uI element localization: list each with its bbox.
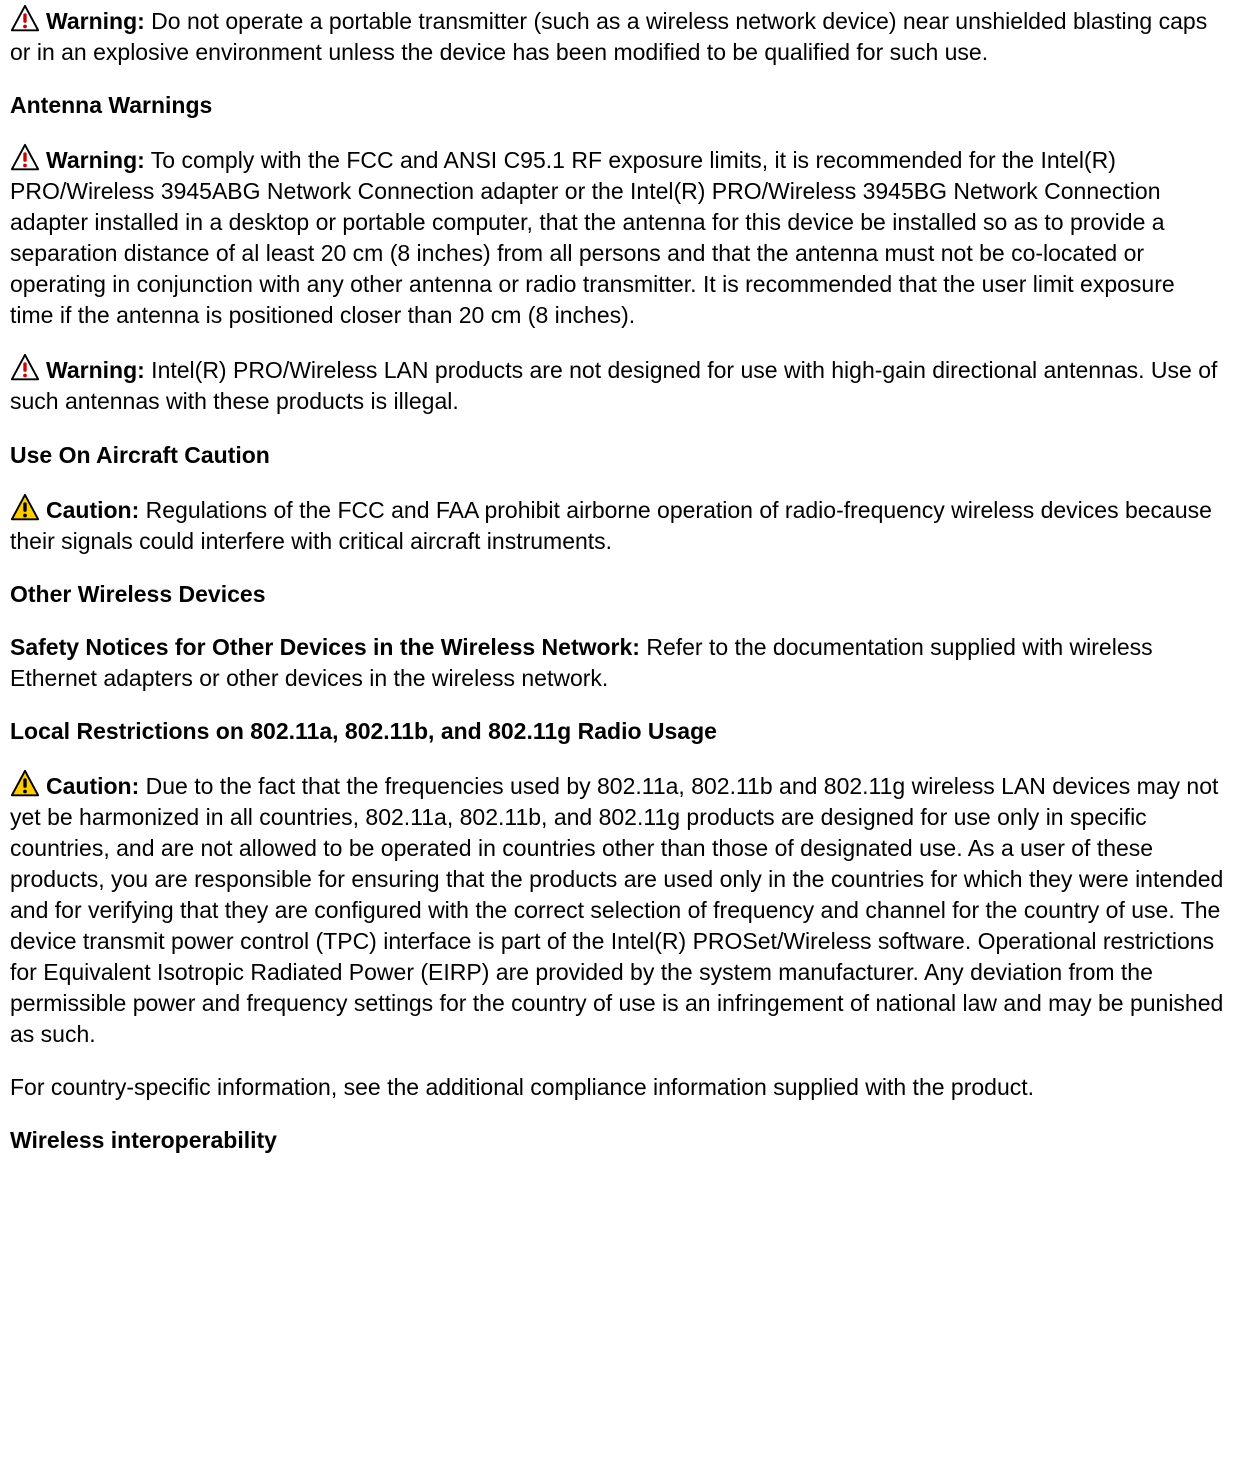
warning-icon (10, 143, 40, 173)
section-heading: Other Wireless Devices (10, 579, 1224, 610)
notice-label: Warning: (46, 8, 145, 34)
caution-icon (10, 769, 40, 799)
section-heading: Use On Aircraft Caution (10, 440, 1224, 471)
document-body: Warning: Do not operate a portable trans… (10, 4, 1224, 1156)
section-heading: Local Restrictions on 802.11a, 802.11b, … (10, 716, 1224, 747)
warning-paragraph: Warning: Intel(R) PRO/Wireless LAN produ… (10, 353, 1224, 417)
section-heading: Wireless interoperability (10, 1125, 1224, 1156)
lead-label: Safety Notices for Other Devices in the … (10, 634, 640, 660)
warning-icon (10, 4, 40, 34)
notice-label: Warning: (46, 357, 145, 383)
paragraph-text: Due to the fact that the frequencies use… (10, 773, 1223, 1047)
caution-paragraph: Caution: Regulations of the FCC and FAA … (10, 493, 1224, 557)
caution-icon (10, 493, 40, 523)
paragraph-text: To comply with the FCC and ANSI C95.1 RF… (10, 147, 1175, 328)
notice-label: Caution: (46, 497, 139, 523)
warning-paragraph: Warning: To comply with the FCC and ANSI… (10, 143, 1224, 331)
caution-paragraph: Caution: Due to the fact that the freque… (10, 769, 1224, 1050)
notice-label: Warning: (46, 147, 145, 173)
warning-paragraph: Warning: Do not operate a portable trans… (10, 4, 1224, 68)
paragraph-text: Do not operate a portable transmitter (s… (10, 8, 1207, 65)
section-heading: Antenna Warnings (10, 90, 1224, 121)
paragraph-text: Regulations of the FCC and FAA prohibit … (10, 497, 1212, 554)
notice-label: Caution: (46, 773, 139, 799)
warning-icon (10, 353, 40, 383)
paragraph: For country-specific information, see th… (10, 1072, 1224, 1103)
paragraph: Safety Notices for Other Devices in the … (10, 632, 1224, 694)
paragraph-text: Intel(R) PRO/Wireless LAN products are n… (10, 357, 1217, 414)
